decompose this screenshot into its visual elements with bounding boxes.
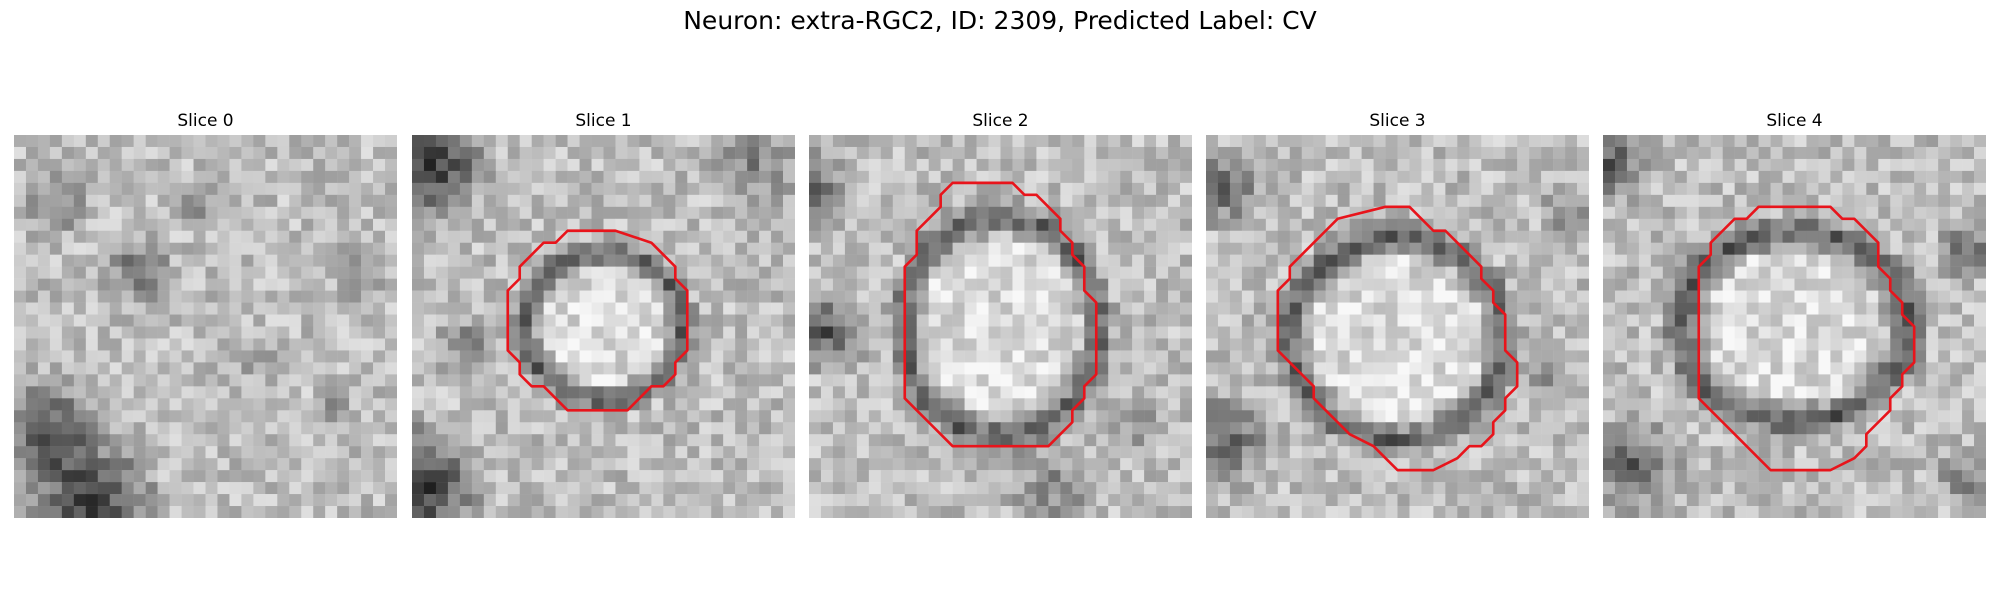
segmentation-contour [1276,205,1519,472]
segmentation-contour [903,181,1098,448]
slice-panel-2: Slice 2 [809,110,1192,518]
slice-image-3 [1206,135,1589,518]
slice-title: Slice 1 [575,111,632,131]
slice-image-2 [809,135,1192,518]
figure-title: Neuron: extra-RGC2, ID: 2309, Predicted … [683,6,1317,35]
slice-panel-1: Slice 1 [412,110,795,518]
slice-image-4 [1603,135,1986,518]
slice-panel-0: Slice 0 [14,110,397,518]
slice-panel-3: Slice 3 [1206,110,1589,518]
segmentation-contour [506,229,689,412]
slice-title: Slice 4 [1766,111,1823,131]
slice-panel-4: Slice 4 [1603,110,1986,518]
segmentation-contour [1697,205,1916,472]
slice-title: Slice 2 [972,111,1029,131]
slice-title: Slice 3 [1369,111,1426,131]
slice-image-1 [412,135,795,518]
slice-title: Slice 0 [177,111,234,131]
slice-image-0 [14,135,397,518]
